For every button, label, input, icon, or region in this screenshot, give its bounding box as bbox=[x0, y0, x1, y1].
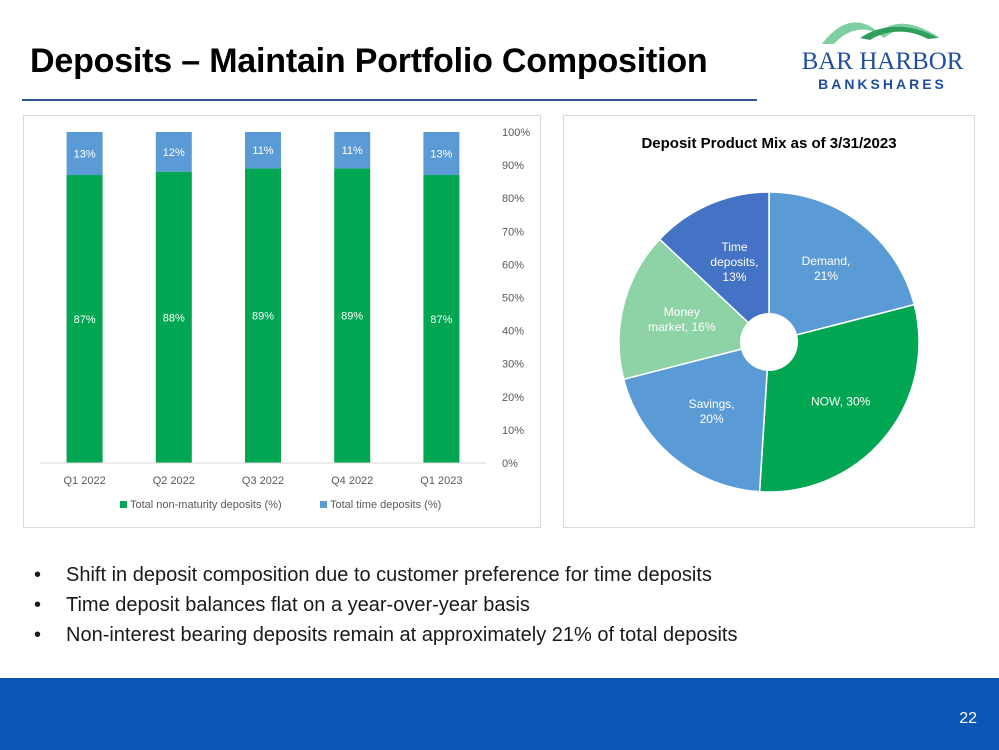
bar-segment-non-maturity bbox=[245, 168, 281, 463]
bar-data-label: 87% bbox=[430, 314, 452, 326]
pie-data-label: deposits, bbox=[710, 255, 758, 269]
bar-data-label: 11% bbox=[252, 145, 273, 157]
y-tick-label: 80% bbox=[502, 193, 524, 205]
donut-chart-panel: Deposit Product Mix as of 3/31/2023 Deman… bbox=[563, 115, 975, 528]
bar-data-label: 12% bbox=[163, 147, 185, 159]
x-tick-label: Q2 2022 bbox=[153, 475, 195, 487]
bar-segment-non-maturity bbox=[423, 175, 460, 463]
footer-bar: 22 bbox=[0, 678, 999, 750]
bar-segment-time-deposits bbox=[66, 132, 103, 176]
slide-title: Deposits – Maintain Portfolio Compositio… bbox=[30, 42, 708, 80]
bullet-text: Non-interest bearing deposits remain at … bbox=[66, 624, 738, 646]
logo-wordmark: BAR HARBOR bbox=[801, 48, 964, 75]
bullet-list: • Shift in deposit composition due to cus… bbox=[34, 560, 737, 650]
bar-segment-time-deposits bbox=[155, 132, 192, 172]
y-tick-label: 30% bbox=[502, 359, 524, 371]
pie-slice-time-deposits bbox=[658, 191, 770, 344]
pie-slice-money-market bbox=[618, 238, 771, 381]
pie-data-label: Time bbox=[721, 240, 748, 254]
bar-data-label: 87% bbox=[74, 314, 96, 326]
x-tick-label: Q4 2022 bbox=[331, 475, 373, 487]
bar-harbor-logo: BAR HARBOR BANKSHARES bbox=[800, 12, 965, 102]
bar-segment-time-deposits bbox=[334, 132, 371, 169]
legend-label: Total non-maturity deposits (%) bbox=[130, 499, 282, 511]
bar-segment-time-deposits bbox=[245, 132, 281, 169]
y-tick-label: 0% bbox=[502, 458, 518, 470]
bar-data-label: 89% bbox=[341, 311, 363, 323]
pie-data-label: 21% bbox=[814, 269, 838, 283]
legend-label: Total time deposits (%) bbox=[330, 499, 441, 511]
pie-slice-now bbox=[758, 303, 920, 493]
x-tick-label: Q3 2022 bbox=[242, 475, 284, 487]
page-number: 22 bbox=[959, 710, 977, 727]
bar-data-label: 88% bbox=[163, 312, 185, 324]
pie-data-label: Savings, bbox=[689, 397, 735, 411]
bullet-item: • Time deposit balances flat on a year-ov… bbox=[34, 590, 737, 620]
y-tick-label: 10% bbox=[502, 425, 524, 437]
bar-segment-non-maturity bbox=[66, 175, 103, 463]
stacked-bar-chart: 0% 10% 20% 30% 40% 50% 60% 70% 80% 90% 100% 87% 13% Q… bbox=[40, 127, 530, 511]
y-tick-label: 60% bbox=[502, 259, 524, 271]
bullet-icon: • bbox=[34, 594, 42, 616]
x-tick-label: Q1 2022 bbox=[63, 475, 105, 487]
y-tick-label: 50% bbox=[502, 293, 524, 305]
y-tick-label: 20% bbox=[502, 392, 524, 404]
chart-title: Deposit Product Mix as of 3/31/2023 bbox=[641, 135, 896, 152]
pie-data-label: 20% bbox=[700, 412, 724, 426]
stacked-bar-chart-panel: 0% 10% 20% 30% 40% 50% 60% 70% 80% 90% 100% 87% 13% Q… bbox=[23, 115, 541, 528]
bar-data-label: 13% bbox=[74, 149, 96, 161]
y-tick-label: 70% bbox=[502, 226, 524, 238]
legend-swatch bbox=[120, 501, 127, 508]
bullet-text: Shift in deposit composition due to cust… bbox=[66, 564, 712, 586]
bullet-text: Time deposit balances flat on a year-ove… bbox=[66, 594, 530, 616]
bar-segment-time-deposits bbox=[423, 132, 460, 176]
y-tick-label: 40% bbox=[502, 326, 524, 338]
y-tick-label: 100% bbox=[502, 127, 530, 139]
pie-data-label: market, 16% bbox=[648, 320, 716, 334]
bar-segment-non-maturity bbox=[155, 171, 192, 463]
donut-chart: Deposit Product Mix as of 3/31/2023 Deman… bbox=[618, 135, 920, 493]
bar-data-label: 13% bbox=[430, 149, 452, 161]
bar-data-label: 11% bbox=[342, 145, 363, 157]
mountain-logo-icon bbox=[822, 22, 940, 44]
title-divider bbox=[22, 99, 757, 101]
legend-swatch bbox=[320, 501, 327, 508]
donut-hole bbox=[740, 313, 798, 371]
logo-subtitle: BANKSHARES bbox=[818, 76, 947, 92]
bar-segment-non-maturity bbox=[334, 168, 371, 463]
pie-data-label: Money bbox=[664, 305, 700, 319]
bar-data-label: 89% bbox=[252, 311, 274, 323]
y-tick-label: 90% bbox=[502, 160, 524, 172]
bullet-item: • Shift in deposit composition due to cus… bbox=[34, 560, 737, 590]
pie-data-label: NOW, 30% bbox=[811, 394, 871, 408]
pie-data-label: Demand, bbox=[802, 254, 851, 268]
bullet-item: • Non-interest bearing deposits remain at… bbox=[34, 620, 737, 650]
pie-slice-savings bbox=[622, 341, 770, 493]
bullet-icon: • bbox=[34, 564, 42, 586]
x-tick-label: Q1 2023 bbox=[420, 475, 462, 487]
bullet-icon: • bbox=[34, 624, 42, 646]
pie-slice-demand bbox=[768, 191, 916, 343]
pie-data-label: 13% bbox=[722, 270, 746, 284]
